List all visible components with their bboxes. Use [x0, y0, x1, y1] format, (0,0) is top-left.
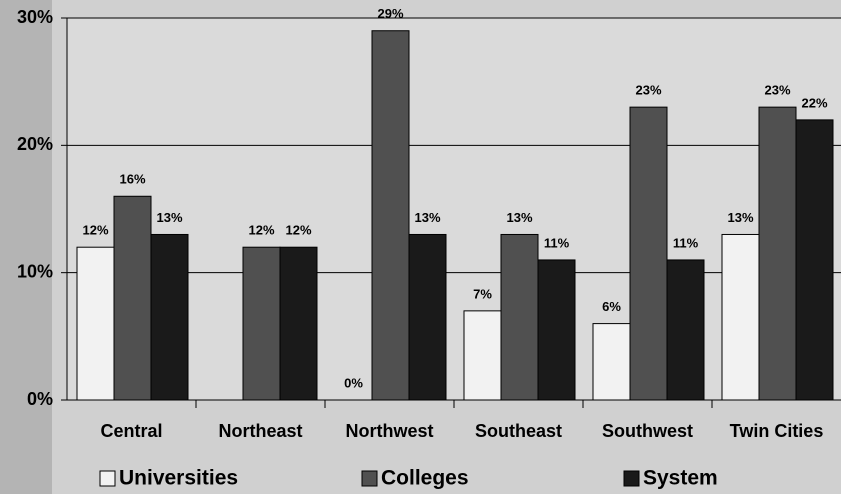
bar [721, 233, 760, 401]
legend-swatch [361, 470, 378, 487]
data-label: 7% [473, 286, 492, 301]
bar [500, 233, 539, 401]
legend-label: System [643, 467, 718, 490]
data-label: 22% [801, 95, 827, 110]
bar [666, 259, 705, 401]
data-label: 6% [602, 299, 621, 314]
data-label: 13% [506, 210, 532, 225]
bar [629, 106, 668, 401]
bar [113, 195, 152, 401]
legend-swatch [623, 470, 640, 487]
bar [279, 246, 318, 401]
x-tick-label: Twin Cities [730, 421, 824, 441]
data-label: 13% [414, 210, 440, 225]
bar [408, 233, 447, 401]
data-label: 12% [82, 223, 108, 238]
data-label: 12% [285, 223, 311, 238]
plot-area [67, 18, 841, 400]
bar [758, 106, 797, 401]
x-tick-label: Southwest [602, 421, 693, 441]
bar [592, 323, 631, 401]
bar [463, 310, 502, 401]
data-label: 0% [344, 375, 363, 390]
x-tick-label: Central [100, 421, 162, 441]
bar [537, 259, 576, 401]
x-tick-label: Northeast [218, 421, 302, 441]
bar [150, 233, 189, 401]
y-tick-label: 30% [17, 7, 53, 27]
bar [76, 246, 115, 401]
y-tick-label: 0% [27, 389, 53, 409]
y-tick-label: 20% [17, 134, 53, 154]
data-label: 12% [248, 223, 274, 238]
data-label: 29% [377, 6, 403, 21]
data-label: 13% [156, 210, 182, 225]
bar [371, 30, 410, 401]
legend-label: Universities [119, 467, 238, 490]
bar [242, 246, 281, 401]
data-label: 11% [673, 235, 699, 250]
data-label: 16% [119, 172, 145, 187]
data-label: 23% [764, 83, 790, 98]
side-strip [0, 0, 52, 494]
bar [795, 119, 834, 401]
legend-label: Colleges [381, 467, 469, 490]
legend-swatch [99, 470, 116, 487]
y-tick-label: 10% [17, 261, 53, 281]
data-label: 23% [635, 83, 661, 98]
x-tick-label: Northwest [345, 421, 433, 441]
x-tick-label: Southeast [475, 421, 562, 441]
data-label: 11% [544, 235, 570, 250]
data-label: 13% [727, 210, 753, 225]
